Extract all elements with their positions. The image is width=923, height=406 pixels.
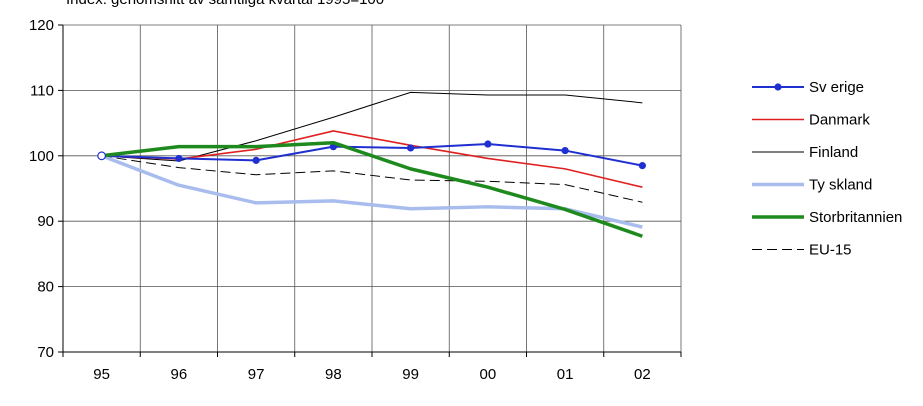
series-layer [97, 91, 646, 238]
x-tick-label: 97 [248, 366, 265, 383]
series-point-0 [407, 144, 415, 152]
x-tick-label: 99 [402, 366, 419, 383]
x-tick-label: 02 [634, 366, 651, 383]
legend: Sv erige Danmark Finland Ty skland Storbrita… [752, 79, 902, 259]
axis-layer: 70 80 90 100 110 120 95 96 97 98 99 00 01 02 [29, 17, 682, 383]
series-point-0 [484, 140, 492, 148]
series-point-0 [175, 154, 183, 163]
legend-label: EU-15 [809, 242, 852, 259]
x-tick-label: 01 [557, 366, 574, 383]
series-line-1 [101, 130, 643, 188]
chart-subtitle: Index: genomsnitt av samtliga kvartal 19… [66, 0, 384, 8]
series-start-point [97, 151, 107, 161]
grid-layer [63, 24, 682, 352]
legend-label: Sv erige [809, 79, 864, 96]
x-tick-label: 00 [480, 366, 497, 383]
y-tick-label: 110 [30, 82, 54, 99]
x-tick-label: 96 [171, 366, 188, 383]
y-tick-label: 90 [37, 213, 54, 230]
series-line-5 [101, 155, 643, 203]
series-point-0 [252, 156, 260, 164]
x-tick-label: 95 [93, 366, 110, 383]
legend-marker [774, 83, 782, 91]
legend-label: Storbritannien [809, 209, 902, 226]
series-point-0 [638, 162, 646, 170]
legend-label: Finland [809, 144, 858, 161]
y-tick-label: 70 [37, 344, 54, 361]
series-point-0 [561, 146, 569, 155]
y-tick-label: 120 [29, 17, 54, 34]
series-line-3 [101, 154, 643, 229]
legend-label: Danmark [809, 112, 870, 129]
y-tick-label: 100 [29, 148, 54, 165]
legend-label: Ty skland [809, 177, 872, 194]
series-line-0 [101, 143, 643, 167]
series-line-4 [101, 140, 643, 238]
y-tick-label: 80 [37, 279, 54, 296]
x-tick-label: 98 [325, 366, 342, 383]
